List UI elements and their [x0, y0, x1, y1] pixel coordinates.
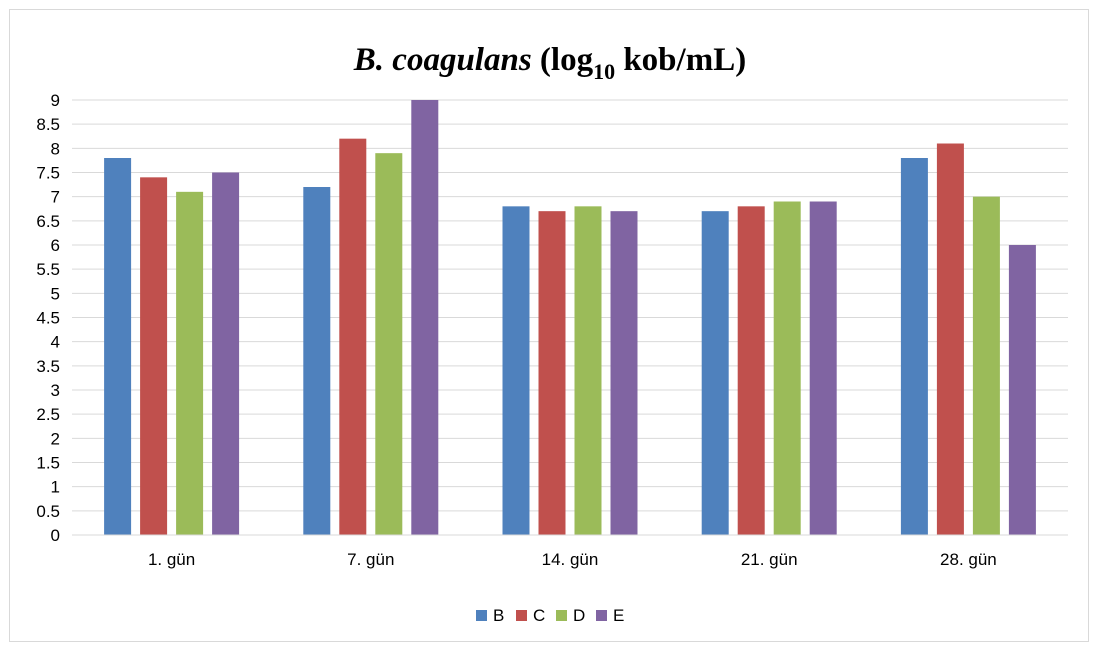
bar-d-2 — [375, 153, 403, 535]
bar-e-3 — [610, 211, 638, 535]
bar-d-1 — [176, 191, 204, 536]
legend-item-e: E — [596, 606, 624, 625]
x-category-label: 7. gün — [347, 550, 394, 569]
y-tick-label: 4 — [51, 333, 60, 352]
bar-e-4 — [809, 201, 837, 535]
x-category-label: 1. gün — [148, 550, 195, 569]
y-tick-label: 7.5 — [36, 164, 60, 183]
legend-label: E — [613, 606, 624, 625]
legend: B C D E — [476, 606, 624, 625]
y-tick-label: 9 — [51, 91, 60, 110]
chart-title-subscript: 10 — [593, 59, 615, 84]
y-tick-label: 4.5 — [36, 309, 60, 328]
bar-b-2 — [303, 187, 331, 535]
x-category-label: 28. gün — [940, 550, 997, 569]
legend-swatch — [556, 610, 567, 621]
bar-d-3 — [574, 206, 602, 536]
bar-b-1 — [104, 158, 132, 535]
bar-e-5 — [1008, 245, 1036, 535]
chart-title-italic: B. coagulans — [353, 42, 532, 78]
x-axis-category-labels: 1. gün 7. gün 14. gün 21. gün 28. gün — [148, 550, 997, 569]
legend-item-c: C — [516, 606, 545, 625]
y-tick-label: 1.5 — [36, 454, 60, 473]
bar-c-1 — [140, 177, 168, 536]
bar-b-4 — [701, 211, 729, 535]
bar-c-4 — [737, 206, 765, 536]
bars — [104, 100, 1036, 536]
y-tick-label: 8.5 — [36, 115, 60, 134]
bar-d-5 — [972, 196, 1000, 535]
legend-label: B — [493, 606, 504, 625]
legend-item-d: D — [556, 606, 585, 625]
chart-frame: B. coagulans (log10 kob/mL) 0 0.5 1 1.5 2 2.5… — [9, 9, 1089, 642]
y-tick-label: 6 — [51, 236, 60, 255]
bar-c-5 — [936, 143, 964, 535]
bar-c-3 — [538, 211, 566, 535]
chart-title-prefix: (log — [532, 42, 594, 78]
chart-title: B. coagulans (log10 kob/mL) — [353, 42, 746, 84]
y-tick-label: 7 — [51, 188, 60, 207]
y-tick-label: 1 — [51, 478, 60, 497]
legend-swatch — [516, 610, 527, 621]
bar-chart: B. coagulans (log10 kob/mL) 0 0.5 1 1.5 2 2.5… — [36, 42, 1068, 625]
y-tick-label: 5.5 — [36, 260, 60, 279]
bar-e-2 — [411, 100, 439, 535]
legend-swatch — [596, 610, 607, 621]
x-category-label: 21. gün — [741, 550, 798, 569]
y-axis-tick-labels: 0 0.5 1 1.5 2 2.5 3 3.5 4 4.5 5 5.5 6 6.5 7 7.5 8 8.5 9 — [36, 91, 60, 545]
y-tick-label: 2 — [51, 429, 60, 448]
y-tick-label: 2.5 — [36, 405, 60, 424]
bar-b-3 — [502, 206, 530, 536]
y-tick-label: 8 — [51, 139, 60, 158]
legend-swatch — [476, 610, 487, 621]
legend-label: C — [533, 606, 545, 625]
legend-label: D — [573, 606, 585, 625]
bar-d-4 — [773, 201, 801, 535]
y-tick-label: 3.5 — [36, 357, 60, 376]
y-tick-label: 6.5 — [36, 212, 60, 231]
legend-item-b: B — [476, 606, 504, 625]
y-tick-label: 5 — [51, 284, 60, 303]
y-tick-label: 0.5 — [36, 502, 60, 521]
bar-b-5 — [900, 158, 928, 535]
y-tick-label: 0 — [51, 526, 60, 545]
bar-e-1 — [212, 172, 240, 535]
chart-title-suffix: kob/mL) — [615, 42, 746, 78]
bar-c-2 — [339, 138, 367, 535]
y-tick-label: 3 — [51, 381, 60, 400]
x-category-label: 14. gün — [542, 550, 599, 569]
